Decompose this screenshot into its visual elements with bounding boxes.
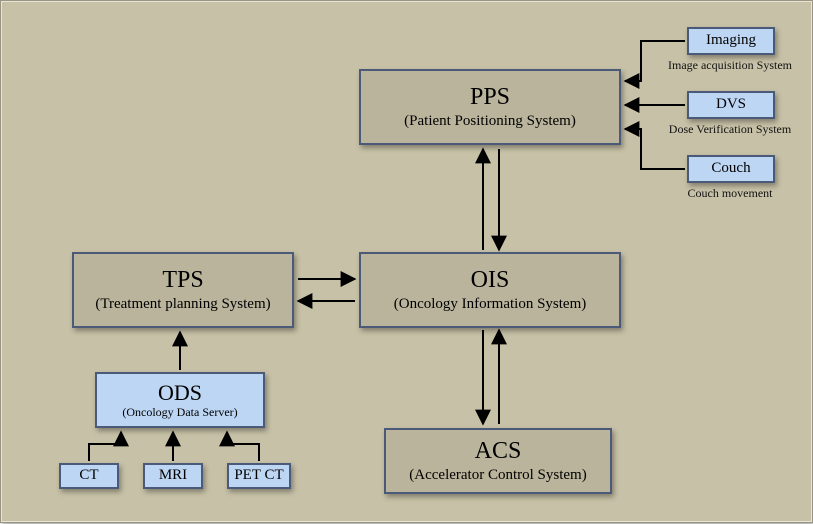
node-ois-acronym: OIS [471, 267, 510, 295]
node-tps: TPS (Treatment planning System) [72, 252, 294, 328]
node-couch: Couch [687, 155, 775, 183]
node-petct-acronym: PET CT [234, 467, 283, 484]
node-mri: MRI [143, 463, 203, 489]
node-petct: PET CT [227, 463, 291, 489]
node-tps-label: (Treatment planning System) [95, 296, 270, 313]
node-acs-label: (Accelerator Control System) [409, 467, 586, 484]
node-ct: CT [59, 463, 119, 489]
caption-dvs: Dose Verification System [655, 122, 805, 137]
node-ods-label: (Oncology Data Server) [122, 406, 237, 420]
node-pps-label: (Patient Positioning System) [404, 113, 576, 130]
node-ods-acronym: ODS [158, 380, 202, 405]
node-ois: OIS (Oncology Information System) [359, 252, 621, 328]
node-mri-acronym: MRI [159, 467, 187, 484]
node-couch-acronym: Couch [711, 160, 750, 177]
caption-couch: Couch movement [655, 186, 805, 201]
node-dvs: DVS [687, 91, 775, 119]
caption-imaging: Image acquisition System [655, 58, 805, 73]
node-imaging-acronym: Imaging [706, 32, 756, 49]
node-tps-acronym: TPS [162, 267, 203, 295]
diagram-canvas: PPS (Patient Positioning System) OIS (On… [0, 0, 813, 523]
node-acs: ACS (Accelerator Control System) [384, 428, 612, 494]
node-ods: ODS (Oncology Data Server) [95, 372, 265, 428]
node-ois-label: (Oncology Information System) [394, 296, 586, 313]
node-pps: PPS (Patient Positioning System) [359, 69, 621, 145]
node-acs-acronym: ACS [475, 438, 522, 466]
node-dvs-acronym: DVS [716, 96, 746, 113]
node-pps-acronym: PPS [470, 84, 510, 112]
node-imaging: Imaging [687, 27, 775, 55]
node-ct-acronym: CT [79, 467, 98, 484]
